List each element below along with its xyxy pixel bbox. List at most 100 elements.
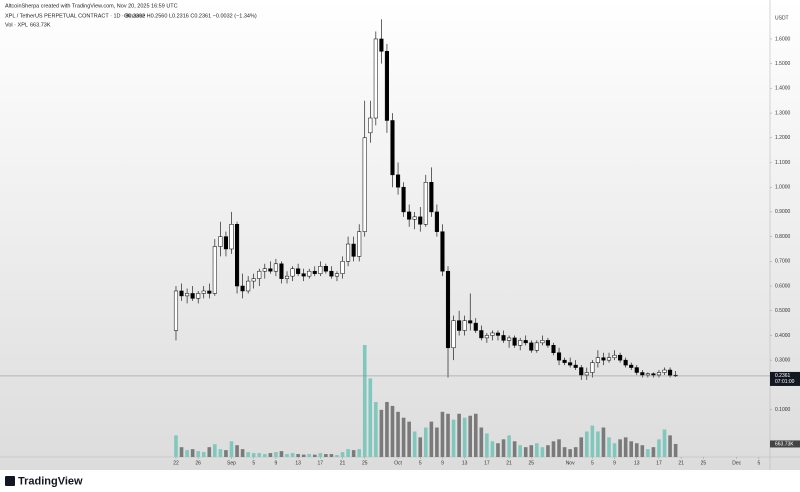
x-tick-label: 17 — [656, 460, 662, 466]
volume-bar — [362, 345, 367, 457]
volume-bar — [607, 437, 611, 457]
candle-body — [351, 243, 356, 257]
x-tick-label: 25 — [701, 460, 707, 466]
volume-bar — [346, 449, 350, 457]
volume-bar — [451, 419, 456, 457]
candle-body — [540, 340, 545, 344]
volume-label-box — [770, 440, 800, 448]
y-tick-label: 0.5000 — [775, 308, 791, 314]
candle-body — [312, 270, 317, 274]
candle-body — [495, 332, 501, 336]
candle-body — [373, 38, 378, 119]
volume-bar — [518, 445, 522, 457]
y-tick-label: 0.7000 — [775, 259, 791, 265]
volume-bar — [435, 427, 439, 457]
volume-label: 663.73K — [775, 441, 794, 447]
candle-body — [357, 231, 362, 257]
price-label: 0.2361 — [775, 373, 791, 379]
y-tick-label: 0.3000 — [775, 357, 791, 363]
volume-bar — [557, 439, 561, 457]
volume-bar — [629, 441, 634, 457]
candle-body — [395, 174, 401, 188]
volume-bar — [374, 401, 378, 457]
x-tick-label: 26 — [195, 460, 201, 466]
footer-logo: TradingView — [5, 475, 83, 487]
candle-body — [251, 278, 256, 282]
volume-bar — [229, 441, 234, 457]
x-tick-label: Dec — [732, 460, 741, 466]
x-tick-label: 9 — [613, 460, 616, 466]
x-tick-label: 17 — [318, 460, 324, 466]
candle-body — [340, 261, 345, 274]
volume-bar — [312, 454, 317, 457]
candle-body — [518, 340, 523, 346]
volume-bar — [551, 441, 556, 457]
x-tick-label: 21 — [340, 460, 346, 466]
candle-body — [606, 357, 612, 361]
candle-body — [612, 354, 617, 358]
volume-bar — [235, 445, 239, 457]
candle-body — [629, 364, 634, 368]
volume-bar — [201, 452, 206, 457]
y-tick-label: 1.5000 — [775, 61, 791, 67]
volume-bar — [457, 413, 461, 457]
volume-bar — [579, 437, 584, 457]
candle-body — [573, 364, 578, 368]
volume-bar — [207, 447, 212, 457]
volume-bar — [324, 454, 328, 457]
candle-body — [551, 345, 556, 353]
candle-body — [323, 266, 328, 272]
volume-bar — [274, 452, 278, 457]
candle-body — [523, 340, 528, 344]
y-tick-label: 0.6000 — [775, 283, 791, 289]
y-tick-label: 0.1000 — [775, 407, 791, 413]
candle-body — [490, 332, 495, 336]
candle-body — [257, 270, 262, 279]
volume-bar — [657, 439, 661, 457]
volume-bar — [412, 431, 417, 457]
volume-bar — [568, 449, 572, 457]
volume-bar — [185, 450, 189, 457]
candle-body — [223, 236, 228, 250]
volume-bar — [562, 447, 567, 457]
plot-background — [0, 0, 800, 470]
y-tick-label: 1.2000 — [775, 135, 791, 141]
candle-body — [545, 340, 550, 346]
volume-name: Vol · XPL — [5, 22, 28, 28]
candle-body — [190, 293, 195, 299]
candle-body — [290, 268, 295, 277]
x-tick-label: 25 — [362, 460, 368, 466]
x-tick-label: 9 — [441, 460, 444, 466]
volume-bar — [634, 443, 639, 457]
candle-body — [235, 224, 240, 287]
volume-bar — [246, 452, 250, 457]
candle-body — [212, 246, 217, 294]
candle-body — [318, 266, 323, 274]
volume-bar — [446, 413, 450, 457]
price-label-box — [770, 371, 800, 386]
candle-body — [334, 273, 340, 277]
volume-bar — [640, 445, 645, 457]
volume-bar — [301, 454, 306, 457]
candle-body — [662, 369, 667, 373]
logo-mark — [5, 476, 15, 486]
volume-bar — [240, 449, 245, 457]
x-tick-label: 21 — [506, 460, 512, 466]
candle-body — [484, 335, 489, 339]
candle-body — [262, 268, 267, 272]
currency: USDT — [775, 15, 789, 21]
y-tick-label: 1.1000 — [775, 160, 791, 166]
candle-body — [579, 367, 584, 376]
volume-bar — [257, 453, 262, 457]
candle-body — [534, 342, 539, 351]
candle-body — [562, 359, 567, 363]
y-tick-label: 1.3000 — [775, 110, 791, 116]
volume-bar — [662, 429, 667, 457]
x-tick-label: Oct — [394, 460, 402, 466]
volume-bar — [540, 447, 545, 457]
y-tick-label: 0.8000 — [775, 234, 791, 240]
candle-body — [229, 224, 234, 250]
volume-bar — [318, 453, 323, 457]
candle-body — [479, 330, 484, 339]
